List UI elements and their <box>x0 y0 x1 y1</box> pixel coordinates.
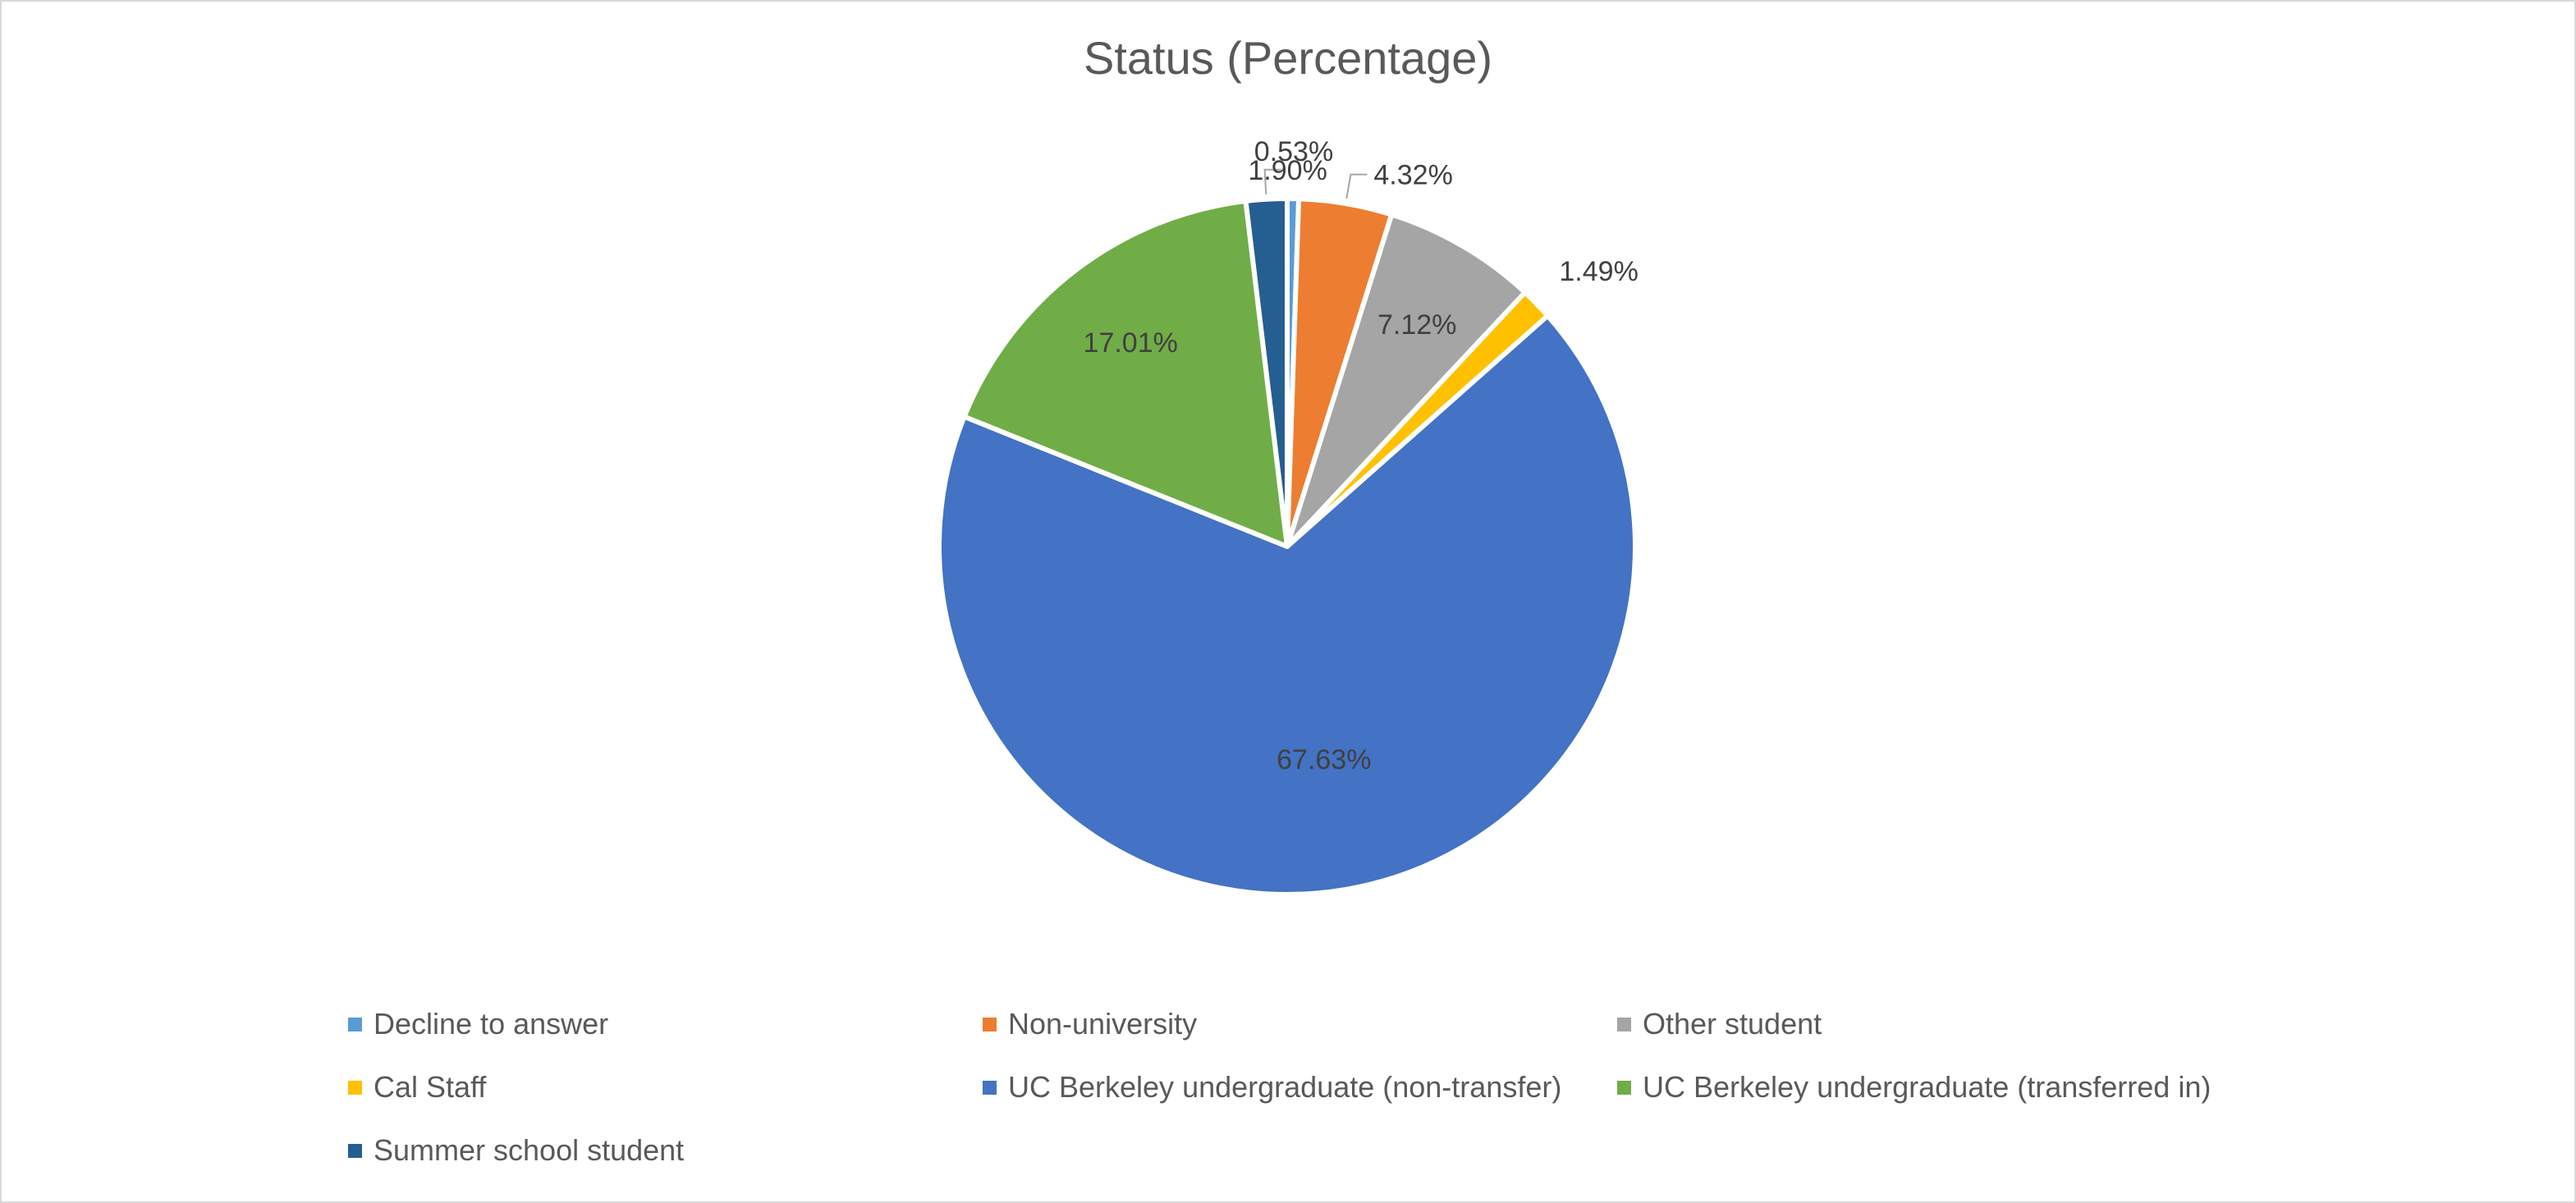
legend-item-summer-school-student: Summer school student <box>348 1130 684 1171</box>
legend-swatch <box>1617 1017 1631 1031</box>
legend-item-uc-berkeley-undergraduate-transferred-in: UC Berkeley undergraduate (transferred i… <box>1617 1067 2211 1108</box>
legend-item-non-university: Non-university <box>983 1004 1197 1045</box>
legend-swatch <box>983 1017 997 1031</box>
data-label-cal-staff: 1.49% <box>1559 256 1638 287</box>
data-label-decline-to-answer: 0.53% <box>1254 136 1333 167</box>
data-label-uc-berkeley-undergraduate-transferred-in: 17.01% <box>1084 327 1178 359</box>
data-label-non-university: 4.32% <box>1373 160 1452 191</box>
legend-label: Summer school student <box>374 1133 685 1167</box>
pie-slice-other-student <box>1285 212 1528 549</box>
legend-label: UC Berkeley undergraduate (non-transfer) <box>1008 1070 1562 1104</box>
data-label-summer-school-student: 1.90% <box>1248 155 1327 186</box>
data-labels: 0.53% 4.32% 7.12% 1.49% 67.63% 17.01% 1.90% <box>1084 136 1639 775</box>
pie-slice-uc-berkeley-undergraduate-non-transfer <box>937 313 1638 897</box>
legend-item-cal-staff: Cal Staff <box>348 1067 486 1108</box>
data-label-other-student: 7.12% <box>1377 309 1456 341</box>
legend-label: UC Berkeley undergraduate (transferred i… <box>1643 1070 2212 1104</box>
legend-swatch <box>1617 1080 1631 1095</box>
leader-line-non-university <box>1345 173 1368 199</box>
legend-swatch <box>348 1143 362 1158</box>
legend-label: Cal Staff <box>374 1070 487 1104</box>
legend-item-other-student: Other student <box>1617 1004 1822 1045</box>
leader-lines <box>1263 168 1368 199</box>
pie-slice-uc-berkeley-undergraduate-transferred-in <box>961 199 1290 549</box>
legend-swatch <box>348 1017 362 1031</box>
legend-label: Other student <box>1643 1007 1822 1041</box>
chart-title: Status (Percentage) <box>1083 32 1493 84</box>
legend-label: Decline to answer <box>374 1007 609 1041</box>
data-label-uc-berkeley-undergraduate-non-transfer: 67.63% <box>1277 744 1371 775</box>
leader-line-summer-school-student <box>1263 168 1281 194</box>
legend-swatch <box>983 1080 997 1095</box>
legend-item-uc-berkeley-undergraduate-non-transfer: UC Berkeley undergraduate (non-transfer) <box>983 1067 1561 1108</box>
legend-label: Non-university <box>1008 1007 1198 1041</box>
pie-slices <box>937 196 1638 897</box>
pie-slice-summer-school-student <box>1243 196 1290 549</box>
legend-swatch <box>348 1080 362 1095</box>
legend-item-decline-to-answer: Decline to answer <box>348 1004 608 1045</box>
